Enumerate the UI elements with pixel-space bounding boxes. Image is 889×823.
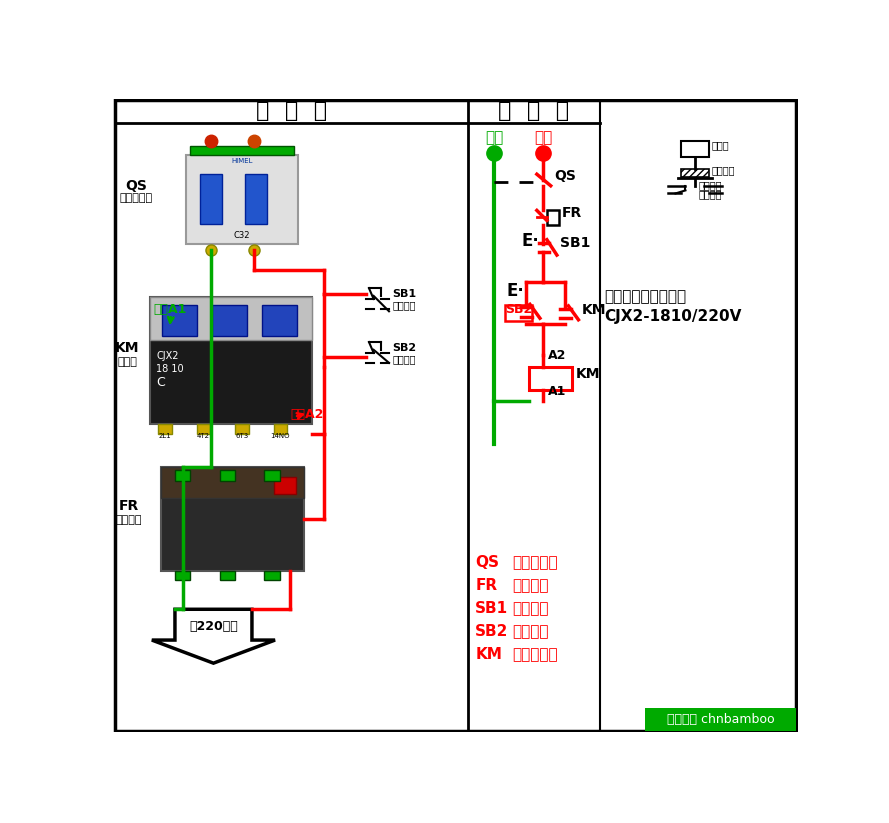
Text: 接220电机: 接220电机 bbox=[189, 621, 238, 634]
Bar bbox=[161, 467, 303, 498]
Text: SB2: SB2 bbox=[392, 343, 416, 353]
Bar bbox=[175, 470, 190, 481]
Text: QS: QS bbox=[125, 179, 148, 193]
Bar bbox=[212, 305, 246, 336]
Text: FR: FR bbox=[476, 578, 497, 593]
Bar bbox=[158, 425, 172, 434]
Text: FR: FR bbox=[562, 206, 581, 220]
Text: HIMEL: HIMEL bbox=[231, 158, 252, 164]
Bar bbox=[175, 571, 190, 580]
Text: KM: KM bbox=[576, 367, 601, 381]
Bar bbox=[200, 174, 222, 225]
Text: 零线: 零线 bbox=[485, 131, 504, 146]
Bar bbox=[196, 425, 211, 434]
Bar bbox=[161, 467, 303, 571]
Text: 热继电器: 热继电器 bbox=[512, 578, 549, 593]
Text: KM: KM bbox=[581, 304, 606, 318]
Text: 空气断路器: 空气断路器 bbox=[120, 193, 153, 203]
Bar bbox=[245, 174, 267, 225]
Text: CJX2-1810/220V: CJX2-1810/220V bbox=[604, 309, 741, 323]
Polygon shape bbox=[152, 609, 275, 663]
Bar bbox=[274, 425, 287, 434]
Text: SB2: SB2 bbox=[476, 624, 509, 639]
Text: C: C bbox=[156, 376, 165, 389]
Bar bbox=[220, 571, 235, 580]
Text: E·: E· bbox=[522, 232, 540, 250]
Bar bbox=[529, 367, 573, 390]
Text: 停止按钮: 停止按钮 bbox=[392, 300, 415, 310]
Text: 百度知道 chnbamboo: 百度知道 chnbamboo bbox=[667, 713, 774, 726]
Text: 14NO: 14NO bbox=[270, 434, 290, 439]
Bar bbox=[150, 297, 312, 425]
Bar bbox=[187, 155, 298, 244]
Text: 空气断路器: 空气断路器 bbox=[512, 555, 557, 570]
Text: FR: FR bbox=[118, 499, 139, 513]
Text: QS: QS bbox=[476, 555, 500, 570]
Text: 启动按钮: 启动按钮 bbox=[512, 624, 549, 639]
Text: 常开触头: 常开触头 bbox=[699, 189, 722, 199]
Text: 接触器: 接触器 bbox=[117, 357, 137, 367]
Text: CJX2: CJX2 bbox=[156, 351, 179, 361]
Text: SB2: SB2 bbox=[505, 303, 532, 316]
Text: 启动按钮: 启动按钮 bbox=[392, 354, 415, 364]
Bar bbox=[505, 305, 533, 320]
Text: 热继电器: 热继电器 bbox=[116, 515, 142, 525]
Text: KM: KM bbox=[115, 341, 140, 355]
Bar bbox=[275, 477, 296, 494]
Bar bbox=[264, 470, 280, 481]
Bar bbox=[681, 141, 709, 156]
Text: 按钮帽: 按钮帽 bbox=[711, 140, 729, 150]
Bar bbox=[150, 297, 312, 340]
Text: 实  物  图: 实 物 图 bbox=[256, 101, 327, 121]
Bar bbox=[235, 425, 249, 434]
Text: 2L1: 2L1 bbox=[158, 434, 172, 439]
Text: 常闭触头: 常闭触头 bbox=[699, 180, 722, 190]
Bar bbox=[220, 470, 235, 481]
Bar bbox=[681, 169, 709, 176]
Bar bbox=[262, 305, 297, 336]
Text: 18 10: 18 10 bbox=[156, 364, 184, 374]
Bar bbox=[162, 305, 196, 336]
Text: KM: KM bbox=[476, 648, 502, 663]
Text: 交流接触器: 交流接触器 bbox=[512, 648, 557, 663]
Text: E·: E· bbox=[506, 282, 524, 300]
Text: 6T3: 6T3 bbox=[236, 434, 249, 439]
Text: 复位弹簧: 复位弹簧 bbox=[711, 165, 735, 174]
Text: A2: A2 bbox=[548, 349, 566, 362]
Bar bbox=[264, 571, 280, 580]
Text: A1: A1 bbox=[548, 385, 566, 398]
Text: QS: QS bbox=[554, 169, 576, 183]
Text: 4T2: 4T2 bbox=[197, 434, 210, 439]
Text: 注：交流接触器选用: 注：交流接触器选用 bbox=[604, 289, 686, 305]
Text: 停止按钮: 停止按钮 bbox=[512, 601, 549, 616]
Text: SB1: SB1 bbox=[560, 236, 590, 250]
Text: SB1: SB1 bbox=[476, 601, 509, 616]
Bar bbox=[645, 708, 797, 731]
Text: C32: C32 bbox=[234, 231, 250, 240]
Bar bbox=[190, 146, 294, 155]
Text: 火线: 火线 bbox=[534, 131, 552, 146]
Text: 线圈A1: 线圈A1 bbox=[154, 303, 187, 316]
Bar bbox=[547, 210, 559, 225]
Text: 线圈A2: 线圈A2 bbox=[291, 408, 324, 421]
Text: SB1: SB1 bbox=[392, 290, 416, 300]
Text: 原  理  图: 原 理 图 bbox=[498, 101, 569, 121]
